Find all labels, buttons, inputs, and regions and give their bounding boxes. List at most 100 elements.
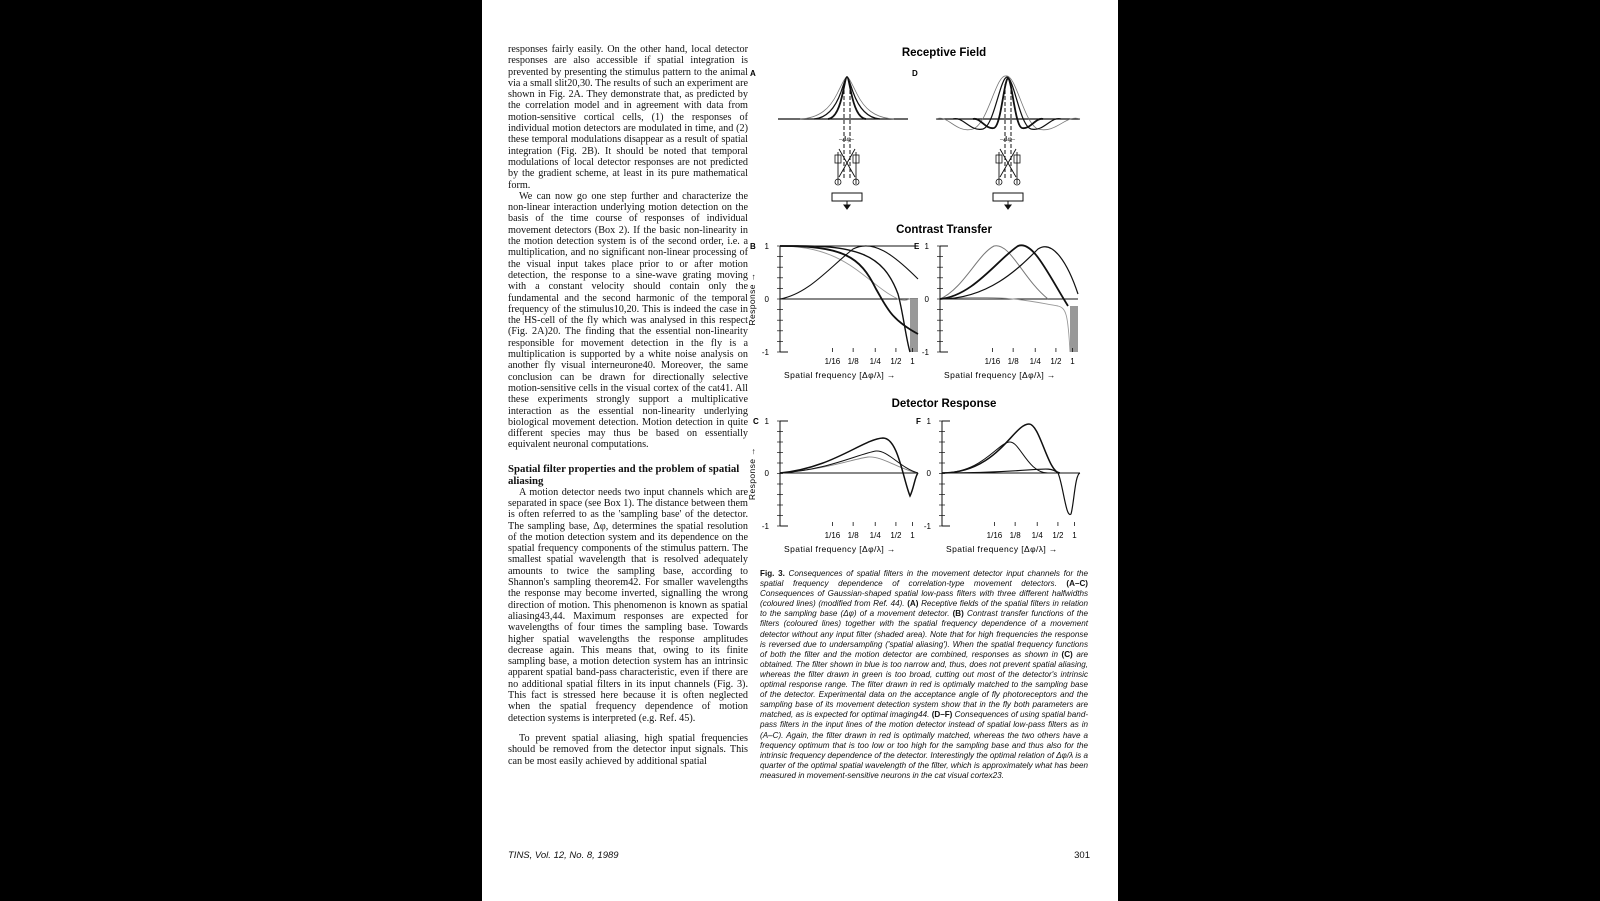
figure-caption: Fig. 3. Consequences of spatial filters … — [760, 569, 1088, 781]
caption-sentence-5: are obtained. The filter shown in blue i… — [760, 649, 1089, 720]
axis-decorations: 1 0 -1 1/16 1/8 1/4 1/2 1 Spatial frequency [Δφ/… — [748, 242, 1077, 554]
paragraph-3: A motion detector needs two input channe… — [508, 486, 748, 724]
filter-high — [939, 246, 1079, 300]
caption-label-ac: (A–C) — [1066, 579, 1088, 589]
panel-letter-a: A — [750, 69, 756, 78]
y-axis-label-c: Response → — [748, 447, 757, 500]
panel-letter-f: F — [916, 417, 921, 426]
x-tick-label-e: 1/4 — [1030, 357, 1042, 366]
rf-narrow — [827, 76, 867, 120]
x-tick-label-c: 1/8 — [848, 531, 860, 540]
panel-letter-b: B — [750, 242, 756, 251]
panel-c-detector-response — [779, 420, 919, 527]
filter-narrow — [779, 245, 919, 335]
response-matched — [779, 437, 919, 498]
figure-3: Receptive Field Contrast Transfer Detect… — [748, 44, 1088, 644]
output-arrow — [843, 204, 851, 210]
caption-sentence-2: Consequences of Gaussian-shaped spatial … — [760, 589, 1088, 609]
detector-curve — [779, 245, 911, 301]
x-tick-label-f: 1 — [1072, 531, 1077, 540]
response-high — [941, 468, 1081, 515]
filter-mid — [939, 244, 1069, 307]
x-axis-label-c: Spatial frequency [Δφ/λ] → — [784, 544, 896, 554]
multiplier-right — [852, 178, 860, 186]
x-tick-label-c: 1/16 — [825, 531, 841, 540]
subtraction-box — [992, 192, 1024, 202]
cross-2 — [838, 148, 856, 178]
filter-medium — [779, 245, 911, 353]
y-tick-label-b: 0 — [765, 295, 770, 304]
rf-narrow — [972, 76, 1044, 130]
panel-a-receptive-fields: –Δφ– — [778, 76, 908, 210]
x-axis-label-b: Spatial frequency [Δφ/λ] → — [784, 370, 896, 380]
caption-sentence-6: Consequences of using spatial band-pass … — [760, 710, 1089, 780]
caption-label-b: (B) — [952, 609, 964, 619]
rf-medium — [813, 76, 881, 120]
journal-citation: TINS, Vol. 12, No. 8, 1989 — [508, 850, 619, 861]
x-tick-label-c: 1 — [910, 531, 915, 540]
y-tick-label-e: 0 — [925, 295, 930, 304]
caption-label-c: (C) — [1061, 649, 1073, 659]
x-tick-label-f: 1/16 — [987, 531, 1003, 540]
y-tick-label-f: -1 — [924, 522, 932, 531]
x-axis-label-f: Spatial frequency [Δφ/λ] → — [946, 544, 1058, 554]
caption-label-df: (D–F) — [931, 710, 953, 720]
x-tick-label-b: 1/16 — [825, 357, 841, 366]
y-tick-label-c: -1 — [762, 522, 770, 531]
response-low — [941, 441, 1049, 474]
y-tick-label-e: -1 — [922, 348, 930, 357]
y-tick-label-b: 1 — [765, 242, 770, 251]
sampling-base-label: –Δφ– — [999, 135, 1015, 143]
aliasing-region — [1070, 306, 1078, 352]
detector-curve — [939, 297, 1071, 353]
y-tick-label-f: 0 — [927, 469, 932, 478]
subtraction-box — [831, 192, 863, 202]
caption-fig-label: Fig. 3. — [760, 569, 785, 578]
paragraph-4: To prevent spatial aliasing, high spatia… — [508, 732, 748, 767]
paragraph-2: We can now go one step further and chara… — [508, 190, 748, 451]
rf-medium — [952, 76, 1062, 130]
x-tick-label-c: 1/2 — [890, 531, 902, 540]
x-tick-label-b: 1/2 — [890, 357, 902, 366]
x-tick-label-e: 1/2 — [1050, 357, 1062, 366]
response-matched — [941, 423, 1061, 474]
x-tick-label-f: 1/8 — [1010, 531, 1022, 540]
title-detector-response: Detector Response — [892, 398, 997, 410]
sampling-base-label: –Δφ– — [838, 135, 854, 143]
page-number: 301 — [1074, 850, 1090, 861]
x-tick-label-c: 1/4 — [870, 531, 882, 540]
rf-wide — [935, 75, 1081, 131]
paragraph-1: responses fairly easily. On the other ha… — [508, 44, 748, 191]
y-tick-label-b: -1 — [762, 348, 770, 357]
figure-svg: Receptive Field Contrast Transfer Detect… — [748, 47, 1081, 554]
multiplier-left — [834, 178, 842, 186]
y-tick-label-c: 0 — [765, 469, 770, 478]
cross-2 — [999, 148, 1017, 178]
panel-e-contrast-transfer — [939, 244, 1079, 353]
section-heading: Spatial filter properties and the proble… — [508, 462, 740, 487]
panel-b-contrast-transfer — [779, 245, 919, 353]
panel-letter-d: D — [912, 69, 918, 78]
axes — [779, 420, 918, 527]
x-tick-label-b: 1 — [910, 357, 915, 366]
panel-f-detector-response — [941, 420, 1081, 527]
panel-d-receptive-fields: –Δφ– — [935, 75, 1081, 210]
output-arrow — [1004, 204, 1012, 210]
journal-page: responses fairly easily. On the other ha… — [482, 0, 1118, 901]
x-tick-label-e: 1/8 — [1008, 357, 1020, 366]
filter-low — [939, 245, 1049, 300]
multiplier-left — [995, 178, 1003, 186]
x-axis-label-e: Spatial frequency [Δφ/λ] → — [944, 370, 1056, 380]
x-tick-label-e: 1/16 — [985, 357, 1001, 366]
x-tick-label-e: 1 — [1070, 357, 1075, 366]
title-receptive-field: Receptive Field — [902, 47, 986, 59]
body-text-column: responses fairly easily. On the other ha… — [508, 44, 748, 767]
x-tick-label-f: 1/2 — [1052, 531, 1064, 540]
title-contrast-transfer: Contrast Transfer — [896, 224, 992, 236]
panel-letter-c: C — [753, 417, 759, 426]
caption-sentence-1: Consequences of spatial filters in the m… — [760, 569, 1088, 589]
aliasing-region — [910, 299, 918, 352]
caption-sentence-4: Contrast transfer functions of the filte… — [760, 609, 1089, 659]
caption-sentence-3: Receptive fields of the spatial filters … — [760, 599, 1089, 619]
x-tick-label-b: 1/8 — [848, 357, 860, 366]
